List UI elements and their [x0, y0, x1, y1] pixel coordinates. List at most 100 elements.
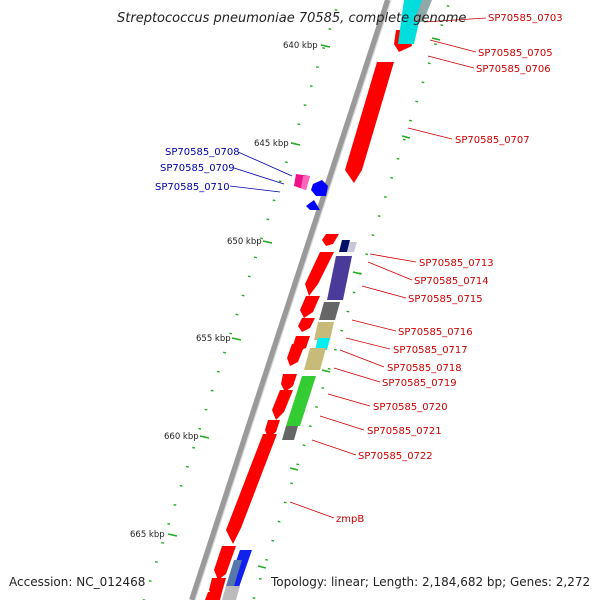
feature-0721-gray[interactable] — [282, 426, 298, 440]
feature-bottom-steel[interactable] — [226, 560, 242, 586]
outer-ring-dot — [210, 389, 214, 392]
inner-ring-dot — [408, 119, 412, 122]
inner-ring-dot — [283, 501, 287, 504]
outer-ring-dot — [297, 123, 301, 126]
feature-0703-gray[interactable] — [414, 0, 432, 22]
outer-ring-dot — [198, 427, 202, 430]
label-sp70585-0708[interactable]: SP70585_0708 — [165, 147, 240, 158]
label-sp70585-0713[interactable]: SP70585_0713 — [419, 258, 494, 269]
inner-ring-dot — [265, 558, 268, 561]
accession-text: Accession: NC_012468 — [9, 575, 145, 589]
feature-0720-green[interactable] — [286, 376, 316, 426]
gene-next-1[interactable] — [214, 546, 236, 580]
label-sp70585-0705[interactable]: SP70585_0705 — [478, 48, 553, 59]
inner-ring-dot — [308, 425, 312, 428]
outer-ring-dot — [328, 28, 332, 31]
gene-sp0714-arrow[interactable] — [305, 252, 334, 296]
gene-next-3[interactable] — [205, 592, 222, 600]
inner-ring-dot — [302, 444, 306, 447]
outer-ring-dot — [167, 522, 171, 525]
label-sp70585-0715[interactable]: SP70585_0715 — [408, 294, 483, 305]
inner-ring-dot — [377, 215, 381, 218]
feature-0718-khaki[interactable] — [304, 348, 326, 370]
inner-ring-dot — [427, 62, 431, 65]
outer-ring-dot — [322, 47, 326, 50]
feature-0715-gray[interactable] — [319, 302, 340, 320]
kbp-label-660: 660 kbp — [164, 432, 199, 442]
inner-ring-dot — [327, 367, 331, 370]
label-sp70585-0722[interactable]: SP70585_0722 — [358, 451, 433, 462]
outer-ring-dot — [223, 351, 226, 354]
outer-dotted-ring — [142, 9, 338, 600]
forward-gene-labels: SP70585_0703 SP70585_0705 SP70585_0706 S… — [336, 13, 563, 525]
inner-ring-dot — [371, 234, 375, 237]
inner-ring-dot — [321, 386, 325, 389]
inner-ring-dot — [290, 482, 294, 485]
gene-sp0710-arrow[interactable] — [306, 200, 320, 210]
reverse-strand-genes — [294, 174, 328, 210]
gene-sp0718-arrow[interactable] — [287, 344, 305, 366]
outer-ring-dot — [154, 560, 158, 563]
feature-0716-khaki[interactable] — [314, 322, 334, 340]
kbp-label-640: 640 kbp — [283, 41, 318, 51]
label-sp70585-0709[interactable]: SP70585_0709 — [160, 163, 235, 174]
gene-sp0713-arrow[interactable] — [322, 234, 339, 246]
feature-0714-purple[interactable] — [327, 256, 352, 300]
outer-ring-dot — [266, 218, 270, 221]
gene-sp0719-arrow[interactable] — [281, 374, 297, 392]
inner-ring-dot — [333, 348, 337, 351]
gene-sp0708-box-shade[interactable] — [301, 176, 310, 190]
outer-ring-dot — [216, 370, 220, 373]
outer-ring-dot — [161, 541, 165, 544]
label-zmpb[interactable]: zmpB — [336, 514, 364, 525]
inner-ring-dot — [352, 291, 356, 294]
gene-sp0707-arrow[interactable] — [345, 62, 394, 183]
inner-ring-dot — [383, 195, 387, 198]
label-sp70585-0706[interactable]: SP70585_0706 — [476, 64, 551, 75]
gene-sp0716-arrow[interactable] — [298, 318, 315, 332]
outer-ring-dot — [260, 237, 264, 240]
inner-ring-dot — [252, 597, 256, 599]
gene-sp0715-arrow[interactable] — [300, 296, 320, 318]
inner-ring-dot — [421, 81, 425, 84]
feature-0717-cyan[interactable] — [315, 338, 330, 350]
gene-sp0721-arrow[interactable] — [265, 420, 280, 438]
inner-ring-dot — [271, 539, 275, 542]
reverse-gene-labels: SP70585_0708 SP70585_0709 SP70585_0710 — [155, 147, 240, 193]
genome-summary-text: Topology: linear; Length: 2,184,682 bp; … — [270, 575, 590, 589]
inner-ring-dot — [390, 176, 394, 179]
label-sp70585-0717[interactable]: SP70585_0717 — [393, 345, 468, 356]
label-sp70585-0716[interactable]: SP70585_0716 — [398, 327, 473, 338]
gene-zmpb-arrow[interactable] — [226, 434, 277, 544]
gene-sp0709-arrow[interactable] — [311, 180, 328, 196]
label-sp70585-0720[interactable]: SP70585_0720 — [373, 402, 448, 413]
feature-0703-cyan[interactable] — [398, 0, 424, 44]
inner-ring-dot — [277, 520, 281, 523]
outer-ring-dot — [179, 484, 183, 487]
inner-dotted-ring — [252, 5, 450, 599]
kbp-major-ticks — [167, 37, 441, 569]
gene-sp0720-arrow[interactable] — [272, 390, 293, 420]
inner-ring-dot — [296, 463, 300, 466]
outer-ring-dot — [303, 104, 307, 107]
inner-ring-dot — [340, 329, 344, 332]
kbp-label-655: 655 kbp — [196, 334, 231, 344]
inner-ring-dot — [315, 406, 319, 409]
outer-ring-dot — [247, 275, 251, 278]
label-sp70585-0703[interactable]: SP70585_0703 — [488, 13, 563, 24]
outer-ring-dot — [185, 465, 189, 468]
feature-0713-navy[interactable] — [339, 240, 350, 252]
label-sp70585-0721[interactable]: SP70585_0721 — [367, 426, 442, 437]
feature-0713-light[interactable] — [347, 242, 357, 252]
label-sp70585-0707[interactable]: SP70585_0707 — [455, 135, 530, 146]
label-sp70585-0710[interactable]: SP70585_0710 — [155, 182, 230, 193]
label-sp70585-0718[interactable]: SP70585_0718 — [387, 363, 462, 374]
outer-ring-dot — [204, 408, 208, 411]
label-sp70585-0714[interactable]: SP70585_0714 — [414, 276, 489, 287]
feature-bottom-gray[interactable] — [222, 586, 240, 600]
inner-ring-dot — [396, 157, 400, 160]
map-title: Streptococcus pneumoniae 70585, complete… — [117, 11, 466, 26]
label-sp70585-0719[interactable]: SP70585_0719 — [382, 378, 457, 389]
kbp-label-650: 650 kbp — [227, 237, 262, 247]
